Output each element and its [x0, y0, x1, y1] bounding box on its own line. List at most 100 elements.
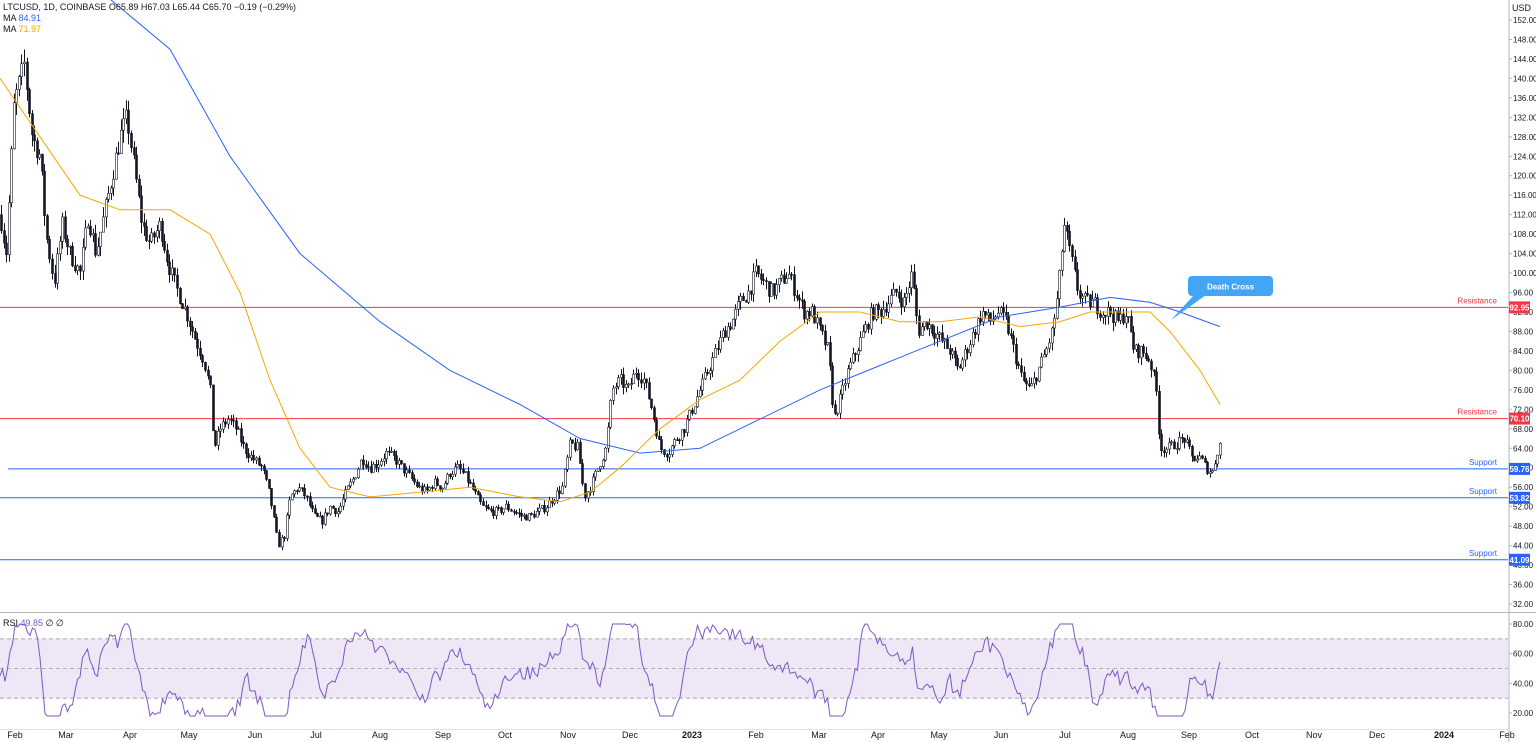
candle-body	[890, 294, 893, 305]
candle-body	[1142, 346, 1145, 354]
candle-body	[954, 350, 957, 359]
price-axis-tick-label: 120.00	[1513, 172, 1536, 181]
candle-body	[230, 418, 233, 421]
candle-body	[1178, 437, 1181, 449]
candle-body	[385, 450, 388, 460]
candle-body	[691, 409, 694, 414]
candle-body	[1094, 297, 1097, 300]
candle-body	[332, 505, 335, 509]
time-axis-tick-label: Feb	[748, 730, 764, 740]
ma-long-legend: MA 84.91	[3, 13, 41, 24]
candle-body	[66, 238, 69, 248]
level-price-tag	[1509, 491, 1530, 504]
price-axis-tick-label: 84.00	[1513, 347, 1534, 356]
candle-body	[20, 63, 23, 77]
candle-body	[278, 532, 281, 548]
candle-body	[637, 373, 640, 381]
candle-body	[984, 311, 987, 316]
candle-body	[729, 326, 732, 330]
candle-body	[324, 512, 327, 525]
price-axis-tick-label: 108.00	[1513, 230, 1536, 239]
candle-body	[688, 409, 691, 420]
rsi-panel[interactable]	[0, 622, 1508, 718]
candle-body	[184, 306, 187, 309]
candle-body	[247, 453, 250, 459]
candle-body	[921, 326, 924, 336]
symbol-legend: LTCUSD, 1D, COINBASE O65.89 H67.03 L65.4…	[3, 2, 296, 13]
candle-body	[344, 489, 347, 500]
price-axis-tick-label: 88.00	[1513, 327, 1534, 336]
candle-body	[56, 253, 59, 284]
candle-body	[1038, 366, 1041, 382]
candle-body	[520, 513, 523, 517]
moving-average-long-line[interactable]	[100, 0, 1221, 454]
death-cross-callout[interactable]: Death Cross	[1171, 276, 1273, 320]
candle-body	[1099, 313, 1102, 318]
candle-body	[1015, 344, 1018, 365]
callout-pointer	[1171, 295, 1206, 320]
candle-body	[1030, 383, 1033, 387]
candle-body	[969, 344, 972, 354]
candle-body	[462, 468, 465, 473]
candle-body	[28, 89, 31, 115]
candle-body	[1035, 377, 1038, 382]
candle-body	[836, 412, 839, 415]
candle-body	[311, 505, 314, 509]
candle-body	[168, 261, 171, 275]
candle-body	[36, 140, 39, 159]
candle-body	[33, 134, 36, 142]
rsi-line[interactable]	[0, 622, 1221, 718]
candle-body	[847, 368, 850, 384]
candle-body	[941, 332, 944, 342]
candle-body	[71, 246, 74, 267]
candle-body	[487, 506, 490, 510]
candle-body	[630, 383, 633, 386]
price-axis-tick-label: 44.00	[1513, 542, 1534, 551]
candle-body	[569, 439, 572, 458]
candle-body	[765, 280, 768, 282]
candle-body	[477, 491, 480, 496]
candle-body	[288, 499, 291, 516]
candle-body	[1150, 360, 1153, 371]
rsi-value: 49.85	[20, 618, 44, 628]
candle-body	[127, 109, 130, 134]
moving-average-short-line[interactable]	[0, 78, 1221, 503]
time-axis-tick-label: Apr	[871, 730, 885, 740]
candle-body	[347, 485, 350, 490]
candle-body	[734, 308, 737, 320]
support-label: Support	[1469, 487, 1498, 496]
candle-body	[864, 324, 867, 332]
rsi-axis-tick-label: 80.00	[1513, 620, 1534, 629]
ma-short-label: MA	[3, 24, 17, 34]
price-axis-tick-label: 112.00	[1513, 211, 1536, 220]
candle-body	[306, 495, 309, 498]
candle-body	[609, 400, 612, 428]
candle-body	[161, 221, 164, 242]
candle-body	[1168, 442, 1171, 450]
candle-body	[13, 102, 16, 150]
candle-body	[530, 513, 533, 515]
candle-body	[158, 221, 161, 232]
candle-body	[265, 470, 268, 480]
candle-body	[166, 249, 169, 263]
price-axis-tick-label: 152.00	[1513, 16, 1536, 25]
candle-body	[1104, 314, 1107, 317]
candle-body	[936, 333, 939, 339]
candle-body	[133, 147, 136, 156]
candle-body	[1096, 297, 1099, 315]
candle-body	[1045, 348, 1048, 355]
candle-body	[349, 481, 352, 487]
candle-body	[82, 246, 85, 272]
candle-body	[824, 330, 827, 346]
candle-body	[859, 337, 862, 351]
candle-body	[668, 454, 671, 458]
candle-body	[102, 216, 105, 233]
candle-body	[1071, 245, 1074, 258]
candle-body	[903, 297, 906, 307]
candle-body	[900, 297, 903, 307]
level-price-tag-label: 59.76	[1509, 465, 1530, 474]
candle-body	[1186, 439, 1189, 443]
price-panel[interactable]: Resistance Resistance Support Support Suppor…	[0, 0, 1508, 561]
candle-body	[877, 304, 880, 311]
